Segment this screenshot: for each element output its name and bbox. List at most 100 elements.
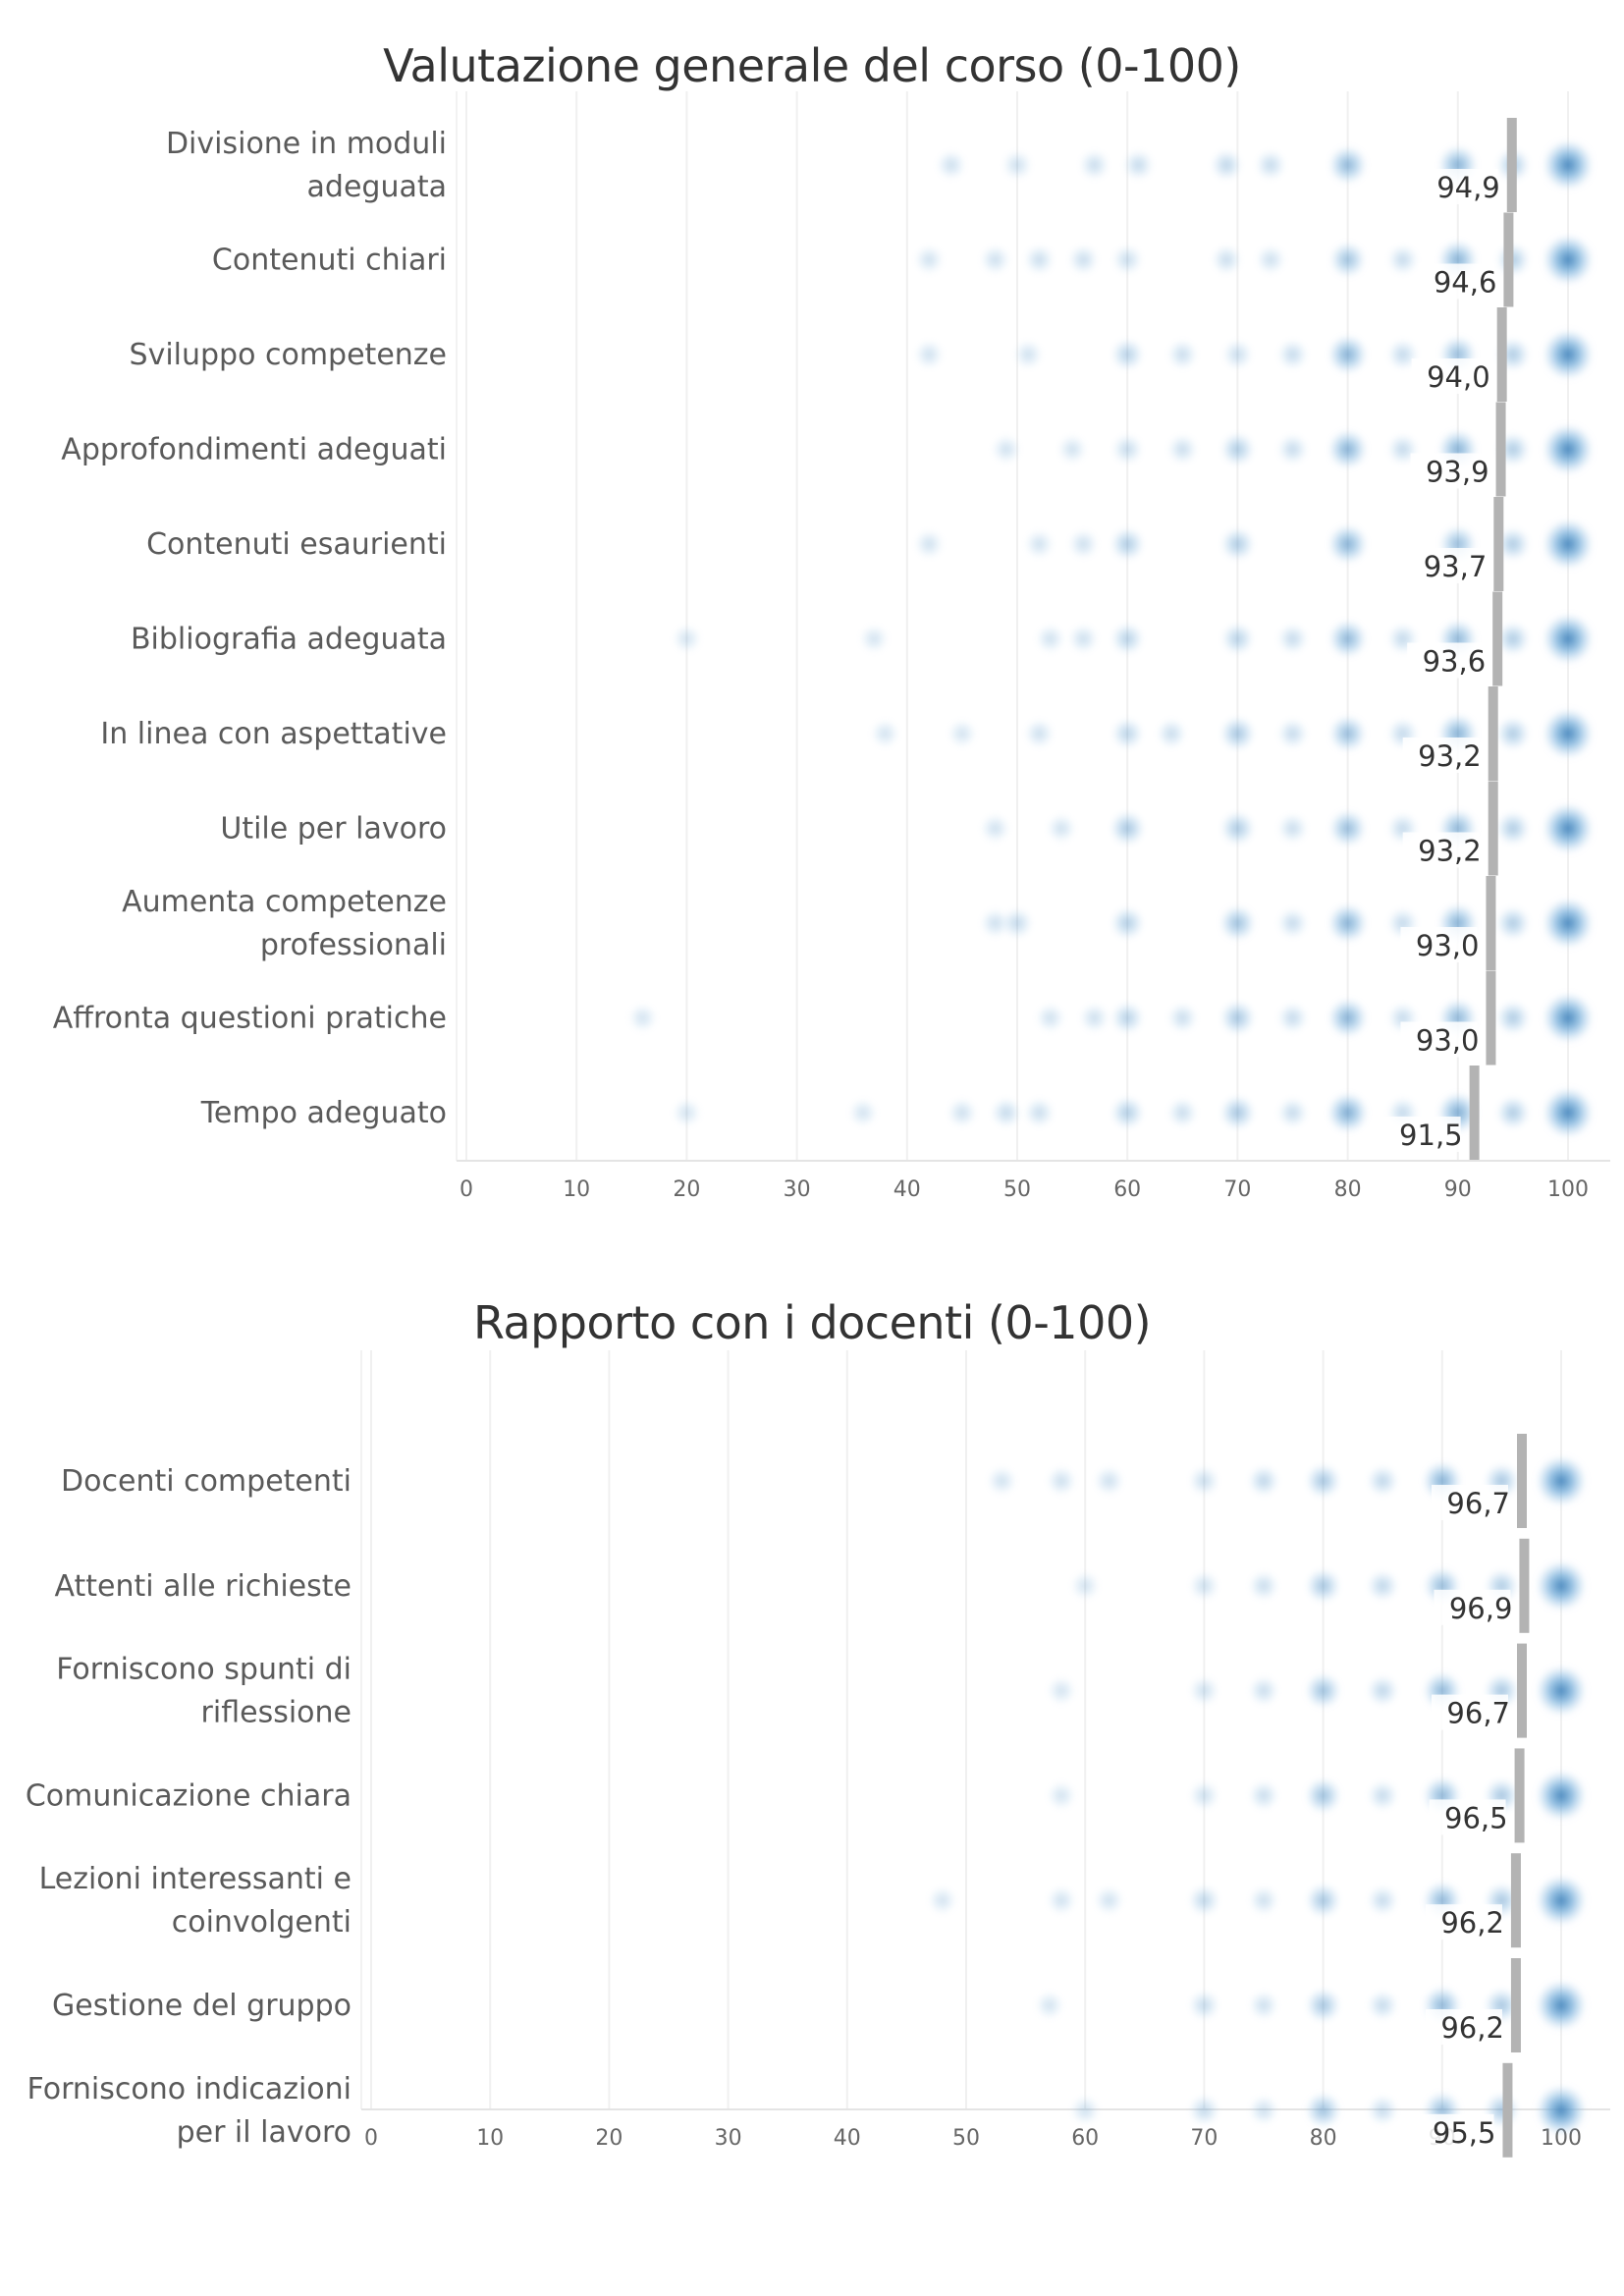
distribution-dot [1255, 245, 1286, 275]
distribution-dot [1327, 619, 1368, 659]
distribution-dot [1046, 1886, 1077, 1916]
distribution-dot [1495, 1095, 1531, 1130]
row-label: Aumenta competenze [122, 885, 447, 919]
mean-label: 93,0 [1416, 929, 1480, 962]
mean-label-bg [1400, 1021, 1478, 1058]
row-label: coinvolgenti [172, 1905, 352, 1940]
mean-marker [1517, 1434, 1528, 1528]
distribution-dot [1122, 149, 1155, 181]
distribution-dot [936, 149, 967, 181]
distribution-dot [1304, 1671, 1342, 1710]
row-label: Contenuti chiari [212, 244, 447, 278]
distribution-dot [1035, 1003, 1065, 1033]
distribution-dot [1543, 708, 1594, 759]
distribution-dot [1188, 1884, 1220, 1917]
x-tick-label: 70 [1223, 1177, 1251, 1202]
distribution-dot [927, 1886, 957, 1916]
distribution-dot [1543, 613, 1594, 665]
distribution-dot [1024, 718, 1055, 749]
row-label: Contenuti esaurienti [146, 527, 447, 562]
mean-marker [1517, 1643, 1528, 1738]
distribution-dot [1248, 2095, 1279, 2126]
row-label: Gestione del gruppo [52, 1989, 352, 2023]
distribution-dot [1276, 718, 1309, 749]
distribution-dot [1110, 338, 1145, 371]
distribution-dot [1543, 329, 1594, 380]
distribution-dot [1219, 526, 1255, 562]
distribution-dot [1536, 1559, 1587, 1612]
mean-label-bg [1425, 1904, 1502, 1941]
distribution-dot [1247, 1464, 1280, 1498]
distribution-dot [1110, 526, 1145, 562]
mean-label-bg [1408, 548, 1486, 583]
distribution-dot [1366, 1464, 1399, 1498]
distribution-dot [1001, 149, 1033, 181]
distribution-dot [1248, 1885, 1279, 1916]
distribution-dot [1110, 717, 1144, 750]
x-tick-label: 50 [952, 2126, 980, 2151]
distribution-dot [1221, 339, 1254, 370]
distribution-dot [1210, 148, 1243, 182]
row-label: riflessione [201, 1696, 352, 1730]
distribution-dot [1495, 810, 1531, 847]
distribution-dot [1366, 1674, 1399, 1707]
mean-marker [1486, 876, 1496, 970]
distribution-dot [1543, 802, 1594, 854]
distribution-dot [1328, 241, 1367, 279]
distribution-dot [1248, 1990, 1279, 2021]
distribution-dot [1366, 1569, 1399, 1603]
distribution-dot [1056, 434, 1088, 465]
distribution-dot [947, 719, 977, 748]
distribution-dot [987, 1465, 1017, 1497]
x-tick-label: 20 [595, 2126, 623, 2151]
distribution-dot [1255, 149, 1286, 181]
distribution-dot [1495, 526, 1531, 562]
x-tick-label: 80 [1334, 1177, 1362, 1202]
distribution-dot [1111, 433, 1144, 465]
distribution-dot [1536, 1665, 1587, 1717]
distribution-dot [1220, 622, 1255, 656]
distribution-dot [1094, 1886, 1124, 1916]
mean-label: 93,9 [1426, 456, 1489, 489]
distribution-dot [1276, 1097, 1309, 1128]
distribution-dot [1079, 1003, 1110, 1033]
distribution-dot [1219, 1000, 1256, 1036]
distribution-dot [1188, 2094, 1220, 2126]
mean-label-bg [1421, 169, 1498, 204]
mean-label: 93,7 [1424, 550, 1488, 583]
distribution-dot [1305, 1567, 1341, 1605]
mean-marker [1486, 970, 1496, 1066]
mean-label: 91,5 [1399, 1119, 1463, 1152]
distribution-dot [1543, 234, 1594, 286]
distribution-dot [980, 907, 1010, 939]
row-label: Affronta questioni pratiche [53, 1002, 447, 1036]
row-label: Docenti competenti [61, 1464, 352, 1499]
distribution-dot [1328, 809, 1367, 847]
distribution-dot [1110, 622, 1145, 656]
distribution-dot [947, 1097, 978, 1128]
x-tick-label: 30 [715, 2126, 742, 2151]
x-tick-label: 40 [834, 2126, 861, 2151]
distribution-dot [1067, 244, 1099, 276]
mean-label: 96,5 [1444, 1801, 1508, 1834]
mean-label: 93,6 [1423, 645, 1487, 679]
distribution-dot [1367, 2094, 1399, 2126]
chart-valutazione-corso: 0 10 20 30 40 50 60 70 80 90 100 Divisione in modul… [53, 91, 1610, 1202]
distribution-dot [1188, 1570, 1219, 1602]
distribution-dot [1305, 1462, 1341, 1500]
x-tick-label: 80 [1310, 2126, 1337, 2151]
distribution-dot [914, 339, 945, 370]
distribution-dot [1305, 1883, 1341, 1919]
mean-marker [1514, 1748, 1525, 1843]
distribution-dot [1327, 523, 1369, 565]
distribution-dot [859, 624, 890, 654]
row-label: Tempo adeguato [200, 1096, 447, 1130]
mean-label: 96,7 [1446, 1487, 1510, 1520]
distribution-dot [1188, 1675, 1219, 1707]
x-tick-label: 10 [563, 1177, 590, 1202]
distribution-dot [1110, 1001, 1145, 1035]
mean-marker [1469, 1066, 1480, 1160]
distribution-dot [1495, 716, 1531, 751]
mean-marker [1496, 307, 1507, 402]
mean-label-bg [1432, 1694, 1509, 1730]
